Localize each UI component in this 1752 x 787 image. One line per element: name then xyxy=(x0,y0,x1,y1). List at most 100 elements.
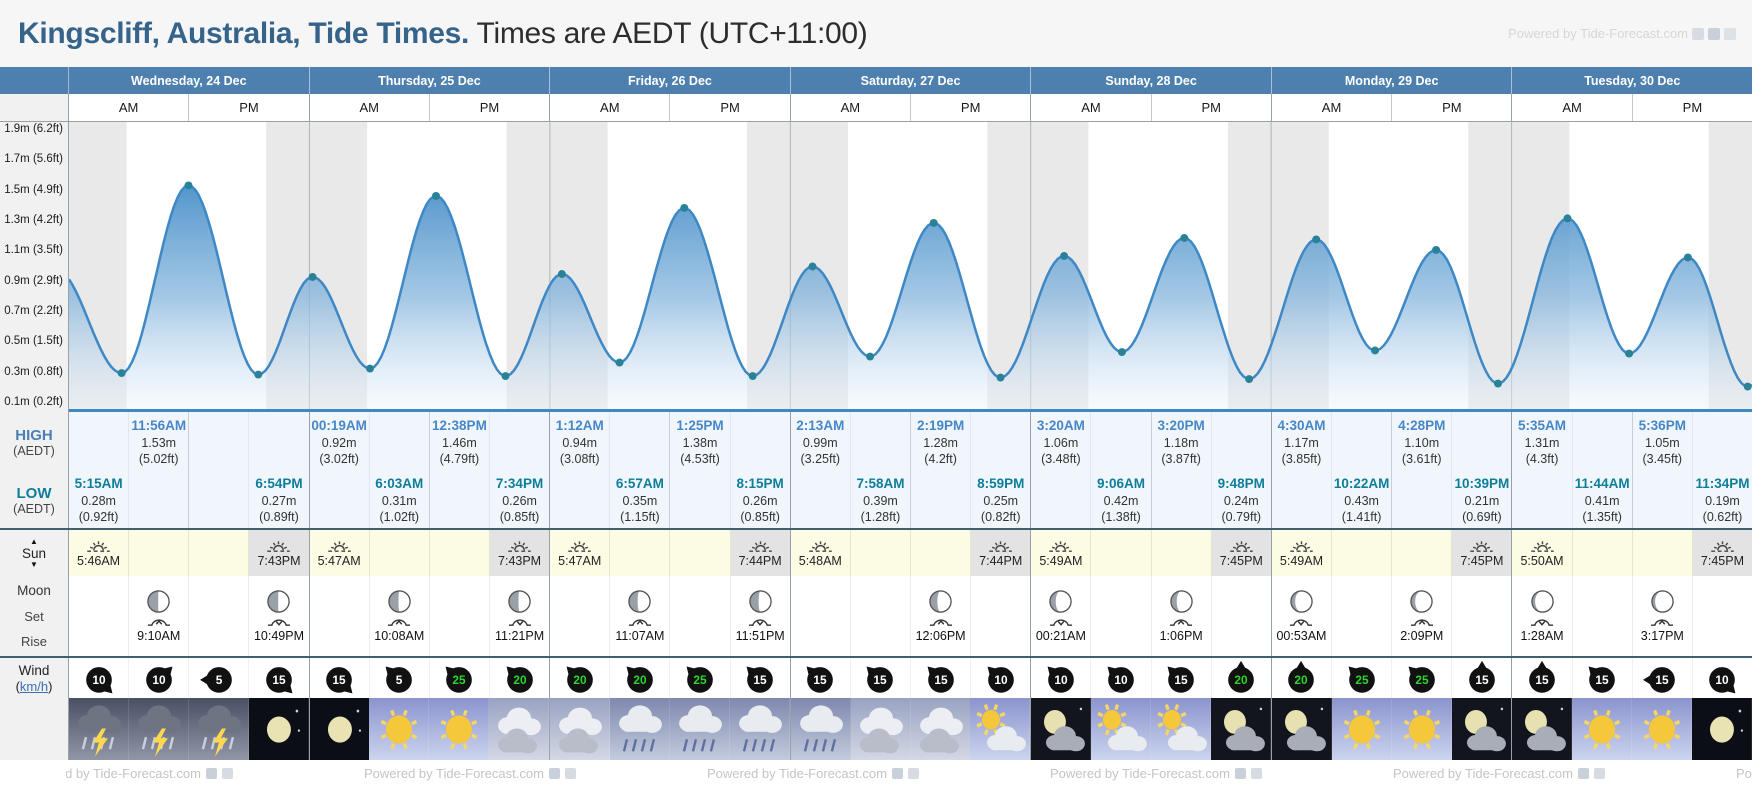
wind-icon: 15 xyxy=(266,667,293,694)
low-tide-event: 8:59PM 0.25m (0.82ft) xyxy=(977,475,1024,524)
quarter-cell: 25 xyxy=(430,658,490,698)
low-tide-day-2: 6:57AM 0.35m (1.15ft) 8:15PM 0.26m (0.85ft) xyxy=(550,472,791,528)
quarter-cell xyxy=(370,530,430,576)
quarter-cell xyxy=(610,412,671,472)
moon-rise-time: 2:09PM xyxy=(1400,629,1444,643)
tide-point-low xyxy=(1245,375,1254,384)
sunrise-event: 5:49AM xyxy=(1280,539,1323,568)
quarter-cell: 3:20PM 1.18m (3.87ft) xyxy=(1152,412,1212,472)
tide-time: 6:03AM xyxy=(375,476,424,492)
y-axis-tick: 0.3m (0.8ft) xyxy=(4,365,63,378)
quarter-cell: 10 xyxy=(69,658,130,698)
wind-speed: 20 xyxy=(633,673,647,687)
tide-height-m: 0.26m xyxy=(502,493,537,508)
moon-rise-time: 10:08AM xyxy=(374,629,425,643)
powered-by-text[interactable]: Powered by Tide-Forecast.com xyxy=(1508,26,1688,41)
quarter-cell xyxy=(1573,412,1633,472)
social-icon[interactable] xyxy=(1234,768,1246,779)
quarter-cell xyxy=(1031,472,1092,528)
moon-rise-icon xyxy=(628,619,651,626)
high-tide-event: 11:56AM 1.53m (5.02ft) xyxy=(131,417,186,466)
quarter-cell xyxy=(911,530,972,576)
tide-height-ft: (0.85ft) xyxy=(740,509,780,524)
social-icon[interactable] xyxy=(205,768,217,779)
social-icon[interactable] xyxy=(907,768,919,779)
social-icon[interactable] xyxy=(1593,768,1605,779)
quarter-cell xyxy=(129,472,190,528)
moon-phase-icon xyxy=(929,590,952,613)
tide-height-m: 0.99m xyxy=(802,435,838,450)
social-icon[interactable] xyxy=(1250,768,1262,779)
quarter-cell xyxy=(1512,472,1573,528)
wind-units-link[interactable]: km/h xyxy=(19,678,49,694)
wind-icon: 25 xyxy=(1408,666,1435,693)
moon-rise-icon xyxy=(929,619,952,626)
wind-speed: 20 xyxy=(573,673,587,687)
powered-by-text[interactable]: Powered by Tide-Forecast.com xyxy=(1050,766,1230,781)
low-tide-event: 10:22AM 0.43m (1.41ft) xyxy=(1334,475,1390,524)
quarter-cell: 10 xyxy=(1091,658,1152,698)
quarter-cell: 4:30AM 1.17m (3.85ft) xyxy=(1272,412,1333,472)
wind-speed: 15 xyxy=(1175,673,1189,687)
weather-cell xyxy=(1512,698,1573,760)
social-icon[interactable] xyxy=(1724,27,1736,40)
quarter-cell: 5:36PM 1.05m (3.45ft) xyxy=(1633,412,1693,472)
social-icon[interactable] xyxy=(1708,27,1720,40)
moon-rise-event: 12:06PM xyxy=(916,589,966,643)
tide-height-ft: (1.41ft) xyxy=(1341,509,1382,524)
low-tide-event: 11:44AM 0.41m (1.35ft) xyxy=(1575,475,1630,524)
moon-set-icon xyxy=(1049,619,1072,626)
weather-icon-cloudy xyxy=(850,698,911,760)
tide-height-m: 1.05m xyxy=(1644,435,1680,450)
tide-time: 4:28PM xyxy=(1398,418,1446,434)
ampm-day-3: AM PM xyxy=(791,94,1032,121)
quarter-cell: 15 xyxy=(731,658,790,698)
weather-cell xyxy=(69,698,129,760)
high-tide-event: 5:35AM 1.31m (4.3ft) xyxy=(1518,417,1566,466)
wind-speed: 5 xyxy=(216,673,223,687)
tide-height-m: 0.27m xyxy=(261,493,297,508)
quarter-cell: 8:15PM 0.26m (0.85ft) xyxy=(731,472,790,528)
pm-label: PM xyxy=(1682,100,1703,115)
am-label: AM xyxy=(310,94,430,121)
quarter-cell: 9:48PM 0.24m (0.79ft) xyxy=(1212,472,1271,528)
quarter-cell: 5:48AM xyxy=(791,530,851,576)
powered-by-text[interactable]: Powered by Tide-Forecast.com xyxy=(364,766,544,781)
powered-by-text[interactable]: Powered by Tide-Forecast.com xyxy=(1393,766,1573,781)
tide-height-ft: (3.02ft) xyxy=(319,451,359,466)
quarter-cell: 5:47AM xyxy=(310,530,370,576)
tide-height-ft: (1.38ft) xyxy=(1101,509,1141,524)
tide-height-m: 0.43m xyxy=(1344,493,1379,508)
social-icon[interactable] xyxy=(891,768,903,779)
weather-icon-rain xyxy=(790,698,851,760)
weather-icon-sunny xyxy=(1331,698,1392,760)
moon-phase-icon xyxy=(388,590,411,613)
tide-chart-row: 1.9m (6.2ft) 1.7m (5.6ft) 1.5m (4.9ft) 1.3m… xyxy=(0,122,1752,412)
tide-point-high xyxy=(1432,246,1441,254)
tide-point-low xyxy=(1117,348,1126,357)
social-icon[interactable] xyxy=(1577,768,1589,779)
quarter-cell: 10 xyxy=(971,658,1030,698)
quarter-cell: 3:17PM xyxy=(1633,576,1693,656)
social-icon[interactable] xyxy=(1692,27,1704,40)
powered-by-text[interactable]: Powered by Tide-Forecast.com xyxy=(1736,766,1752,781)
quarter-cell: 00:19AM 0.92m (3.02ft) xyxy=(310,412,370,472)
social-icon[interactable] xyxy=(221,768,233,779)
social-icon[interactable] xyxy=(564,768,576,779)
powered-by-text[interactable]: Powered by Tide-Forecast.com xyxy=(707,766,887,781)
quarter-cell xyxy=(1452,576,1511,656)
social-icon[interactable] xyxy=(548,768,560,779)
tide-point-low xyxy=(366,364,374,373)
quarter-cell: 5 xyxy=(370,658,430,698)
moon-day-2: 11:07AM 11:51PM xyxy=(550,576,791,656)
tide-point-low xyxy=(1743,382,1752,391)
tide-point-low xyxy=(615,358,624,367)
y-axis-tick: 1.5m (4.9ft) xyxy=(4,183,63,196)
quarter-cell: 5:46AM xyxy=(69,530,130,576)
wind-icon: 15 xyxy=(1529,660,1555,693)
sunrise-icon xyxy=(1049,540,1073,552)
moon-rise-event: 3:17PM xyxy=(1641,589,1684,643)
high-tide-event: 12:38PM 1.46m (4.79ft) xyxy=(432,417,487,466)
quarter-cell: 12:06PM xyxy=(911,576,972,656)
wind-label: Wind xyxy=(18,662,50,678)
